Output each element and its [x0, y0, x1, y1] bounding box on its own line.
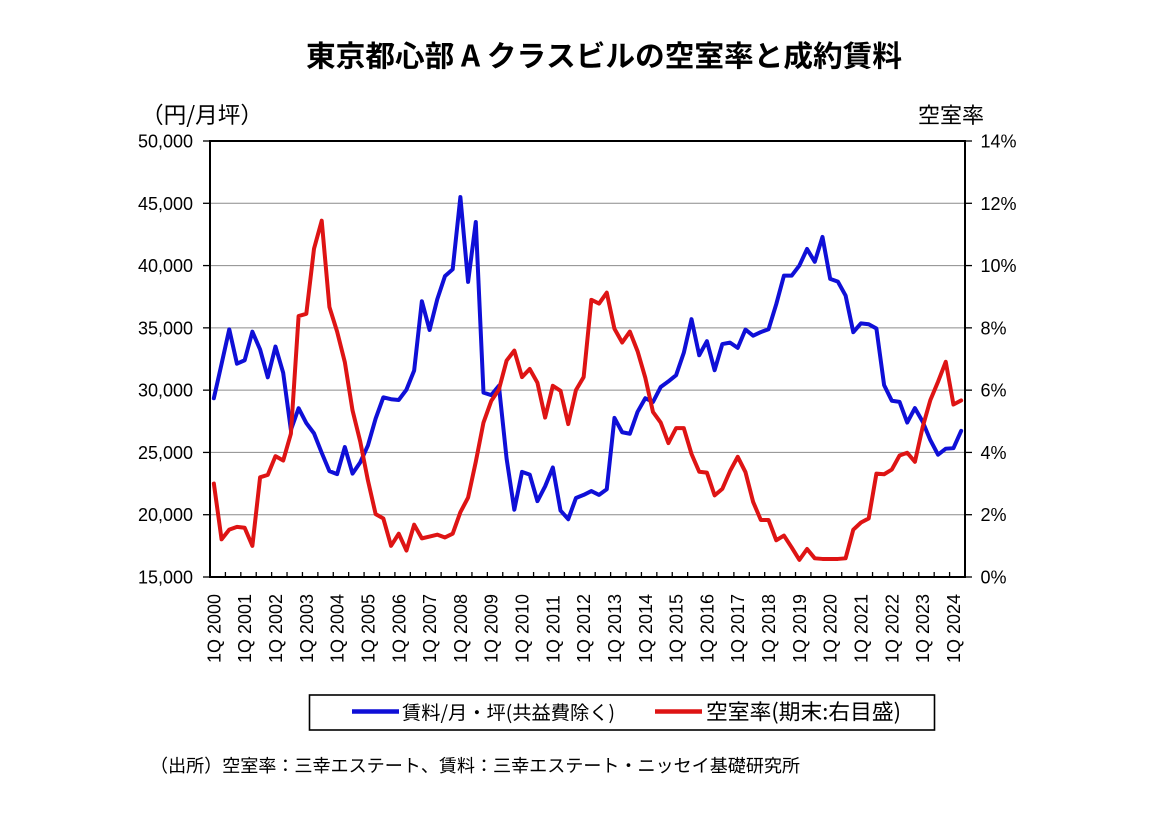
svg-text:1Q 2015: 1Q 2015	[667, 594, 687, 663]
svg-text:8%: 8%	[981, 318, 1007, 338]
svg-text:1Q 2006: 1Q 2006	[389, 594, 409, 663]
svg-text:0%: 0%	[981, 568, 1007, 588]
svg-text:1Q 2017: 1Q 2017	[728, 594, 748, 663]
svg-text:2%: 2%	[981, 505, 1007, 525]
svg-text:1Q 2016: 1Q 2016	[697, 594, 717, 663]
svg-text:1Q 2007: 1Q 2007	[420, 594, 440, 663]
svg-text:1Q 2010: 1Q 2010	[513, 594, 533, 663]
svg-text:50,000: 50,000	[138, 132, 193, 152]
svg-text:1Q 2001: 1Q 2001	[235, 594, 255, 663]
svg-text:1Q 2000: 1Q 2000	[204, 594, 224, 663]
svg-text:1Q 2022: 1Q 2022	[882, 594, 902, 663]
svg-text:4%: 4%	[981, 443, 1007, 463]
svg-text:1Q 2024: 1Q 2024	[944, 594, 964, 663]
svg-text:1Q 2004: 1Q 2004	[328, 594, 348, 663]
svg-text:20,000: 20,000	[138, 505, 193, 525]
svg-text:35,000: 35,000	[138, 318, 193, 338]
svg-text:1Q 2014: 1Q 2014	[636, 594, 656, 663]
svg-text:1Q 2009: 1Q 2009	[482, 594, 502, 663]
svg-text:1Q 2018: 1Q 2018	[759, 594, 779, 663]
svg-text:12%: 12%	[981, 194, 1017, 214]
svg-text:1Q 2003: 1Q 2003	[297, 594, 317, 663]
svg-text:1Q 2021: 1Q 2021	[851, 594, 871, 663]
svg-text:1Q 2013: 1Q 2013	[605, 594, 625, 663]
svg-text:1Q 2005: 1Q 2005	[358, 594, 378, 663]
svg-text:25,000: 25,000	[138, 443, 193, 463]
svg-text:10%: 10%	[981, 256, 1017, 276]
svg-text:1Q 2023: 1Q 2023	[913, 594, 933, 663]
svg-text:1Q 2002: 1Q 2002	[266, 594, 286, 663]
svg-text:1Q 2008: 1Q 2008	[451, 594, 471, 663]
svg-text:1Q 2011: 1Q 2011	[543, 595, 563, 663]
svg-text:6%: 6%	[981, 381, 1007, 401]
svg-text:40,000: 40,000	[138, 256, 193, 276]
svg-text:1Q 2020: 1Q 2020	[821, 594, 841, 663]
svg-text:45,000: 45,000	[138, 194, 193, 214]
svg-text:1Q 2012: 1Q 2012	[574, 594, 594, 663]
svg-text:15,000: 15,000	[138, 568, 193, 588]
svg-text:30,000: 30,000	[138, 381, 193, 401]
svg-text:1Q 2019: 1Q 2019	[790, 594, 810, 663]
svg-text:14%: 14%	[981, 132, 1017, 152]
